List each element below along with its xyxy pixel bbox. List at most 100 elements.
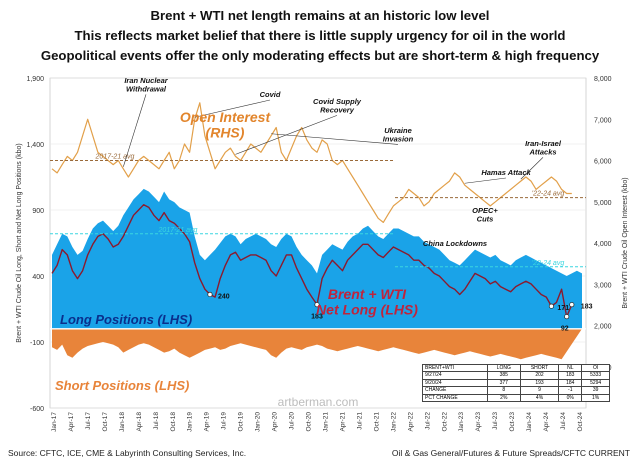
net-long-marker: [548, 303, 554, 309]
stats-header-row: BRENT+WTI LONG SHORT NL OI: [422, 363, 610, 373]
x-tick-label: Jul-23: [492, 412, 499, 430]
stats-row: PCT CHANGE 2% 4% 0% 1%: [422, 393, 610, 403]
annotation-pointer: [123, 94, 147, 167]
event-annotation: Ukraine Invasion: [383, 126, 414, 143]
stats-cell: 385: [486, 371, 521, 380]
x-tick-label: Apr-20: [272, 412, 279, 432]
annotation-pointer: [520, 157, 544, 180]
source-note: Source: CFTC, ICE, CME & Labyrinth Consu…: [8, 448, 247, 458]
short-positions-area: [52, 328, 582, 360]
stats-cell: 202: [519, 371, 560, 380]
y-tick-label-right: 5,000: [594, 200, 612, 207]
x-tick-label: Jan-19: [187, 412, 194, 432]
stats-cell: 2%: [486, 393, 521, 403]
stats-cell: 4%: [519, 393, 560, 403]
annotation-pointer: [464, 177, 507, 184]
chart-title-line-3: Geopolitical events offer the only moder…: [40, 48, 600, 63]
x-tick-label: Apr-19: [204, 412, 211, 432]
y-tick-label-left: 900: [32, 208, 44, 215]
x-tick-label: Jan-20: [255, 412, 262, 432]
x-tick-label: Jul-19: [221, 412, 228, 430]
stats-header-cell: LONG: [486, 363, 521, 373]
stats-cell: 9/27/24: [422, 371, 488, 380]
footer-note: Oil & Gas General/Futures & Future Sprea…: [391, 448, 630, 458]
event-annotation: OPEC+ Cuts: [472, 206, 498, 223]
x-tick-label: Oct-23: [509, 412, 516, 432]
stats-cell: 183: [558, 371, 583, 380]
stats-row: 9/20/24 377 193 184 5294: [422, 378, 610, 388]
long-positions-area: [52, 188, 582, 329]
x-tick-label: Jan-22: [390, 412, 397, 432]
net-long-series-label: Brent + WTI Net Long (LHS): [316, 286, 418, 318]
x-tick-label: Oct-18: [170, 412, 177, 432]
event-annotation: Hamas Attack: [481, 168, 531, 177]
net-long-value-label: 240: [218, 293, 230, 300]
x-tick-label: Oct-19: [238, 412, 245, 432]
stats-cell: 1%: [581, 393, 610, 403]
watermark: artberman.com: [278, 395, 359, 409]
annotation-pointer: [194, 99, 271, 118]
y-axis-title-left: Brent + WTI Crude Oil Long, Short and Ne…: [16, 143, 23, 342]
stats-cell: 5294: [581, 378, 610, 388]
stats-cell: 5333: [581, 371, 610, 380]
x-tick-label: Apr-23: [475, 412, 482, 432]
average-label: 2017-21 avg: [158, 227, 198, 234]
y-tick-label-right: 2,000: [594, 324, 612, 331]
x-tick-label: Jul-22: [424, 412, 431, 430]
x-tick-label: Jan-23: [458, 412, 465, 432]
y-tick-label-right: 8,000: [594, 76, 612, 83]
y-tick-label-left: 1,900: [26, 76, 44, 83]
event-annotation: Covid: [260, 90, 281, 99]
y-tick-label-right: 3,000: [594, 282, 612, 289]
y-tick-label-right: 6,000: [594, 159, 612, 166]
stats-table: BRENT+WTI LONG SHORT NL OI 9/27/24 385 2…: [422, 363, 610, 403]
x-tick-label: Apr-22: [407, 412, 414, 432]
stats-cell: 193: [519, 378, 560, 388]
event-annotation: Iran Nuclear Withdrawal: [124, 76, 168, 93]
y-tick-label-left: -600: [30, 406, 44, 413]
event-annotation: China Lockdowns: [423, 239, 487, 248]
stats-row: CHANGE 8 9 -1 39: [422, 386, 610, 395]
stats-cell: 9/20/24: [422, 378, 488, 388]
x-tick-label: Jul-17: [85, 412, 92, 430]
x-tick-label: Apr-21: [340, 412, 347, 432]
stats-cell: 39: [581, 386, 610, 395]
annotation-pointer: [271, 133, 399, 145]
x-tick-label: Oct-22: [441, 412, 448, 432]
stats-header-cell: SHORT: [519, 363, 560, 373]
average-label: 2017-21 avg: [95, 154, 135, 161]
net-long-marker: [207, 291, 213, 298]
y-tick-label-right: 4,000: [594, 241, 612, 248]
x-tick-label: Jan-18: [119, 412, 126, 432]
chart-title-line-1: Brent + WTI net length remains at an his…: [150, 8, 490, 23]
stats-header-cell: BRENT+WTI: [422, 363, 488, 373]
x-tick-label: Jan-21: [323, 412, 330, 432]
y-axis-title-right: Brent + WTI Crude Oil Open Interest (kbo…: [622, 177, 629, 308]
event-annotation: Iran-Israel Attacks: [525, 139, 562, 156]
y-tick-label-left: -100: [30, 340, 44, 347]
open-interest-line: [51, 102, 572, 223]
x-tick-label: Oct-17: [102, 412, 109, 432]
net-long-value-label: 183: [581, 304, 593, 311]
short-positions-series-label: Short Positions (LHS): [55, 378, 189, 393]
x-tick-label: Oct-24: [577, 412, 584, 432]
y-tick-label-left: 400: [32, 274, 44, 281]
x-tick-label: Jan-17: [51, 412, 58, 432]
x-tick-label: Jul-21: [356, 412, 363, 430]
x-tick-label: Apr-17: [68, 412, 75, 432]
net-long-value-label: 183: [311, 314, 323, 321]
stats-row: 9/27/24 385 202 183 5333: [422, 371, 610, 380]
x-tick-label: Oct-21: [373, 412, 380, 432]
stats-cell: CHANGE: [422, 386, 488, 395]
x-tick-label: Apr-24: [543, 412, 550, 432]
net-long-value-label: 92: [561, 326, 569, 333]
x-tick-label: Jan-24: [526, 412, 533, 432]
stats-header-cell: OI: [581, 363, 610, 373]
event-annotation: Covid Supply Recovery: [313, 97, 362, 114]
net-long-marker: [564, 314, 570, 320]
y-tick-label-right: 7,000: [594, 117, 612, 124]
net-long-marker: [314, 302, 320, 308]
x-tick-label: Apr-18: [136, 412, 143, 432]
x-tick-label: Jul-24: [560, 412, 567, 430]
